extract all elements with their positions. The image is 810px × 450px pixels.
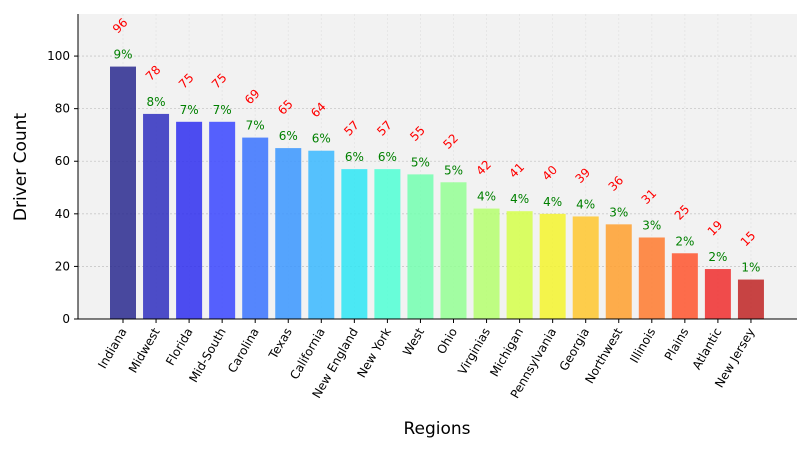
percent-label: 3% bbox=[642, 218, 661, 232]
percent-label: 2% bbox=[708, 250, 727, 264]
percent-label: 6% bbox=[378, 150, 397, 164]
bar bbox=[506, 211, 533, 319]
x-axis-label: Regions bbox=[403, 419, 470, 439]
y-axis-label: Driver Count bbox=[11, 113, 31, 222]
percent-label: 5% bbox=[444, 163, 463, 177]
y-tick-label: 20 bbox=[55, 259, 70, 273]
x-tick-label: Georgia bbox=[557, 326, 593, 374]
y-tick-label: 80 bbox=[55, 102, 70, 116]
bar bbox=[539, 213, 566, 319]
y-tick-label: 60 bbox=[55, 154, 70, 168]
y-tick-label: 100 bbox=[47, 49, 70, 63]
x-tick-label: Midwest bbox=[126, 325, 163, 375]
bar bbox=[110, 66, 136, 319]
percent-labels: 9% 8% 7% 7% 7% 6% 6% 6% 6% 5% 5% 4% 4% 4% 4% 3% 3% 2% 2% 1% bbox=[113, 48, 760, 275]
percent-label: 7% bbox=[180, 103, 199, 117]
bar bbox=[440, 182, 467, 319]
x-tick-label: Texas bbox=[266, 326, 295, 363]
x-tick-label: New York bbox=[354, 325, 394, 380]
y-axis: 0 20 40 60 80 100 bbox=[47, 14, 79, 326]
bar bbox=[176, 121, 203, 319]
percent-label: 1% bbox=[741, 261, 760, 275]
percent-label: 6% bbox=[312, 132, 331, 146]
percent-label: 4% bbox=[576, 197, 595, 211]
x-tick-label: Indiana bbox=[95, 326, 129, 371]
percent-label: 2% bbox=[675, 234, 694, 248]
x-tick-label: West bbox=[400, 325, 427, 358]
bar bbox=[341, 169, 368, 319]
bar bbox=[308, 150, 335, 319]
percent-label: 4% bbox=[510, 192, 529, 206]
bar bbox=[572, 216, 599, 319]
x-tick-label: Virginias bbox=[455, 326, 493, 378]
percent-label: 7% bbox=[213, 103, 232, 117]
bar bbox=[704, 269, 731, 319]
percent-label: 4% bbox=[477, 190, 496, 204]
percent-label: 6% bbox=[279, 129, 298, 143]
x-tick-label: Plains bbox=[662, 326, 692, 363]
x-tick-label: Atlantic bbox=[690, 326, 725, 373]
x-tick-label: Ohio bbox=[434, 326, 460, 357]
y-tick-label: 0 bbox=[62, 312, 70, 326]
percent-label: 4% bbox=[543, 195, 562, 209]
y-tick-label: 40 bbox=[55, 207, 70, 221]
bar bbox=[143, 113, 170, 320]
percent-label: 3% bbox=[609, 205, 628, 219]
bar bbox=[473, 208, 500, 319]
bar bbox=[638, 237, 665, 319]
bar bbox=[737, 279, 764, 319]
x-tick-label: Illinois bbox=[627, 326, 658, 366]
bar bbox=[275, 148, 302, 319]
percent-label: 8% bbox=[147, 95, 166, 109]
bars bbox=[110, 66, 764, 320]
percent-label: 9% bbox=[113, 48, 132, 62]
x-tick-label: Carolina bbox=[225, 326, 262, 376]
percent-label: 7% bbox=[246, 119, 265, 133]
bar bbox=[407, 174, 434, 319]
bar bbox=[605, 224, 632, 319]
bar bbox=[374, 169, 401, 319]
bar bbox=[242, 137, 269, 319]
bar bbox=[671, 253, 698, 319]
percent-label: 5% bbox=[411, 155, 430, 169]
x-tick-label: Florida bbox=[163, 326, 196, 368]
bar bbox=[209, 121, 236, 319]
percent-label: 6% bbox=[345, 150, 364, 164]
